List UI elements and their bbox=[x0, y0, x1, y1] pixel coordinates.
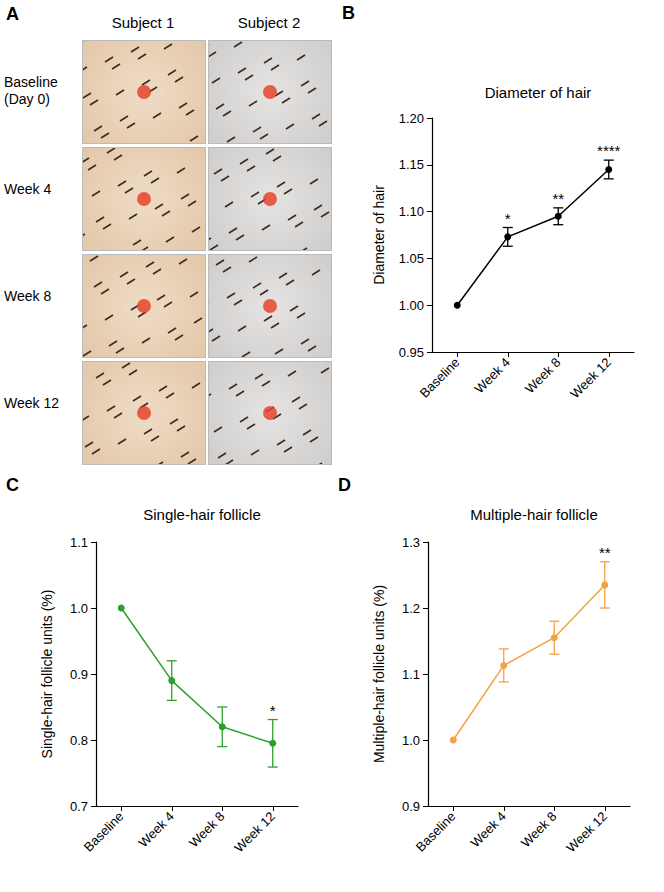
svg-text:1.3: 1.3 bbox=[402, 535, 420, 550]
html-text:Baseline (Day 0): Baseline (Day 0) bbox=[4, 74, 58, 107]
svg-text:1.2: 1.2 bbox=[402, 601, 420, 616]
svg-text:B: B bbox=[342, 3, 355, 23]
svg-text:C: C bbox=[6, 475, 19, 495]
svg-text:Baseline: Baseline bbox=[413, 809, 459, 855]
svg-text:**: ** bbox=[552, 190, 564, 207]
svg-text:1.20: 1.20 bbox=[399, 111, 424, 126]
html-text:A: A bbox=[6, 4, 19, 24]
svg-text:Single-hair follicle: Single-hair follicle bbox=[143, 506, 261, 523]
svg-text:****: **** bbox=[597, 142, 621, 159]
html-text:Week 8: Week 8 bbox=[4, 288, 52, 304]
svg-text:Week 8: Week 8 bbox=[518, 809, 560, 851]
html-text:Subject 2: Subject 2 bbox=[237, 14, 301, 31]
svg-text:1.10: 1.10 bbox=[399, 204, 424, 219]
svg-text:Multiple-hair follicle: Multiple-hair follicle bbox=[470, 506, 598, 523]
svg-text:1.00: 1.00 bbox=[399, 298, 424, 313]
svg-text:1.0: 1.0 bbox=[70, 601, 88, 616]
svg-text:Baseline: Baseline bbox=[81, 809, 127, 855]
svg-text:Week 4: Week 4 bbox=[471, 355, 513, 397]
svg-text:1.1: 1.1 bbox=[402, 667, 420, 682]
svg-text:Single-hair follicle units (%): Single-hair follicle units (%) bbox=[39, 590, 55, 759]
svg-text:Diameter of hair: Diameter of hair bbox=[371, 185, 387, 285]
html-text:Week 4: Week 4 bbox=[4, 181, 52, 197]
svg-text:0.95: 0.95 bbox=[399, 345, 424, 360]
svg-text:Week 4: Week 4 bbox=[135, 809, 177, 851]
svg-text:Week 12: Week 12 bbox=[567, 355, 614, 402]
html-text:Subject 1: Subject 1 bbox=[111, 14, 175, 31]
svg-text:Week 8: Week 8 bbox=[186, 809, 228, 851]
svg-text:Diameter of hair: Diameter of hair bbox=[485, 84, 592, 101]
svg-text:0.7: 0.7 bbox=[70, 799, 88, 814]
svg-text:Week 12: Week 12 bbox=[231, 809, 278, 856]
svg-text:Week 8: Week 8 bbox=[522, 355, 564, 397]
svg-text:*: * bbox=[270, 702, 276, 719]
svg-text:D: D bbox=[338, 475, 351, 495]
svg-text:1.0: 1.0 bbox=[402, 733, 420, 748]
svg-text:1.15: 1.15 bbox=[399, 157, 424, 172]
svg-text:1.05: 1.05 bbox=[399, 251, 424, 266]
html-text:Week 12: Week 12 bbox=[4, 395, 59, 411]
svg-text:Week 4: Week 4 bbox=[467, 809, 509, 851]
svg-text:0.8: 0.8 bbox=[70, 733, 88, 748]
svg-text:Week 12: Week 12 bbox=[563, 809, 610, 856]
svg-text:0.9: 0.9 bbox=[402, 799, 420, 814]
svg-text:0.9: 0.9 bbox=[70, 667, 88, 682]
svg-text:**: ** bbox=[599, 544, 611, 561]
svg-text:1.1: 1.1 bbox=[70, 535, 88, 550]
svg-text:*: * bbox=[505, 210, 511, 227]
svg-text:Baseline: Baseline bbox=[417, 355, 463, 401]
svg-text:Multiple-hair follicle units (: Multiple-hair follicle units (%) bbox=[371, 585, 387, 763]
